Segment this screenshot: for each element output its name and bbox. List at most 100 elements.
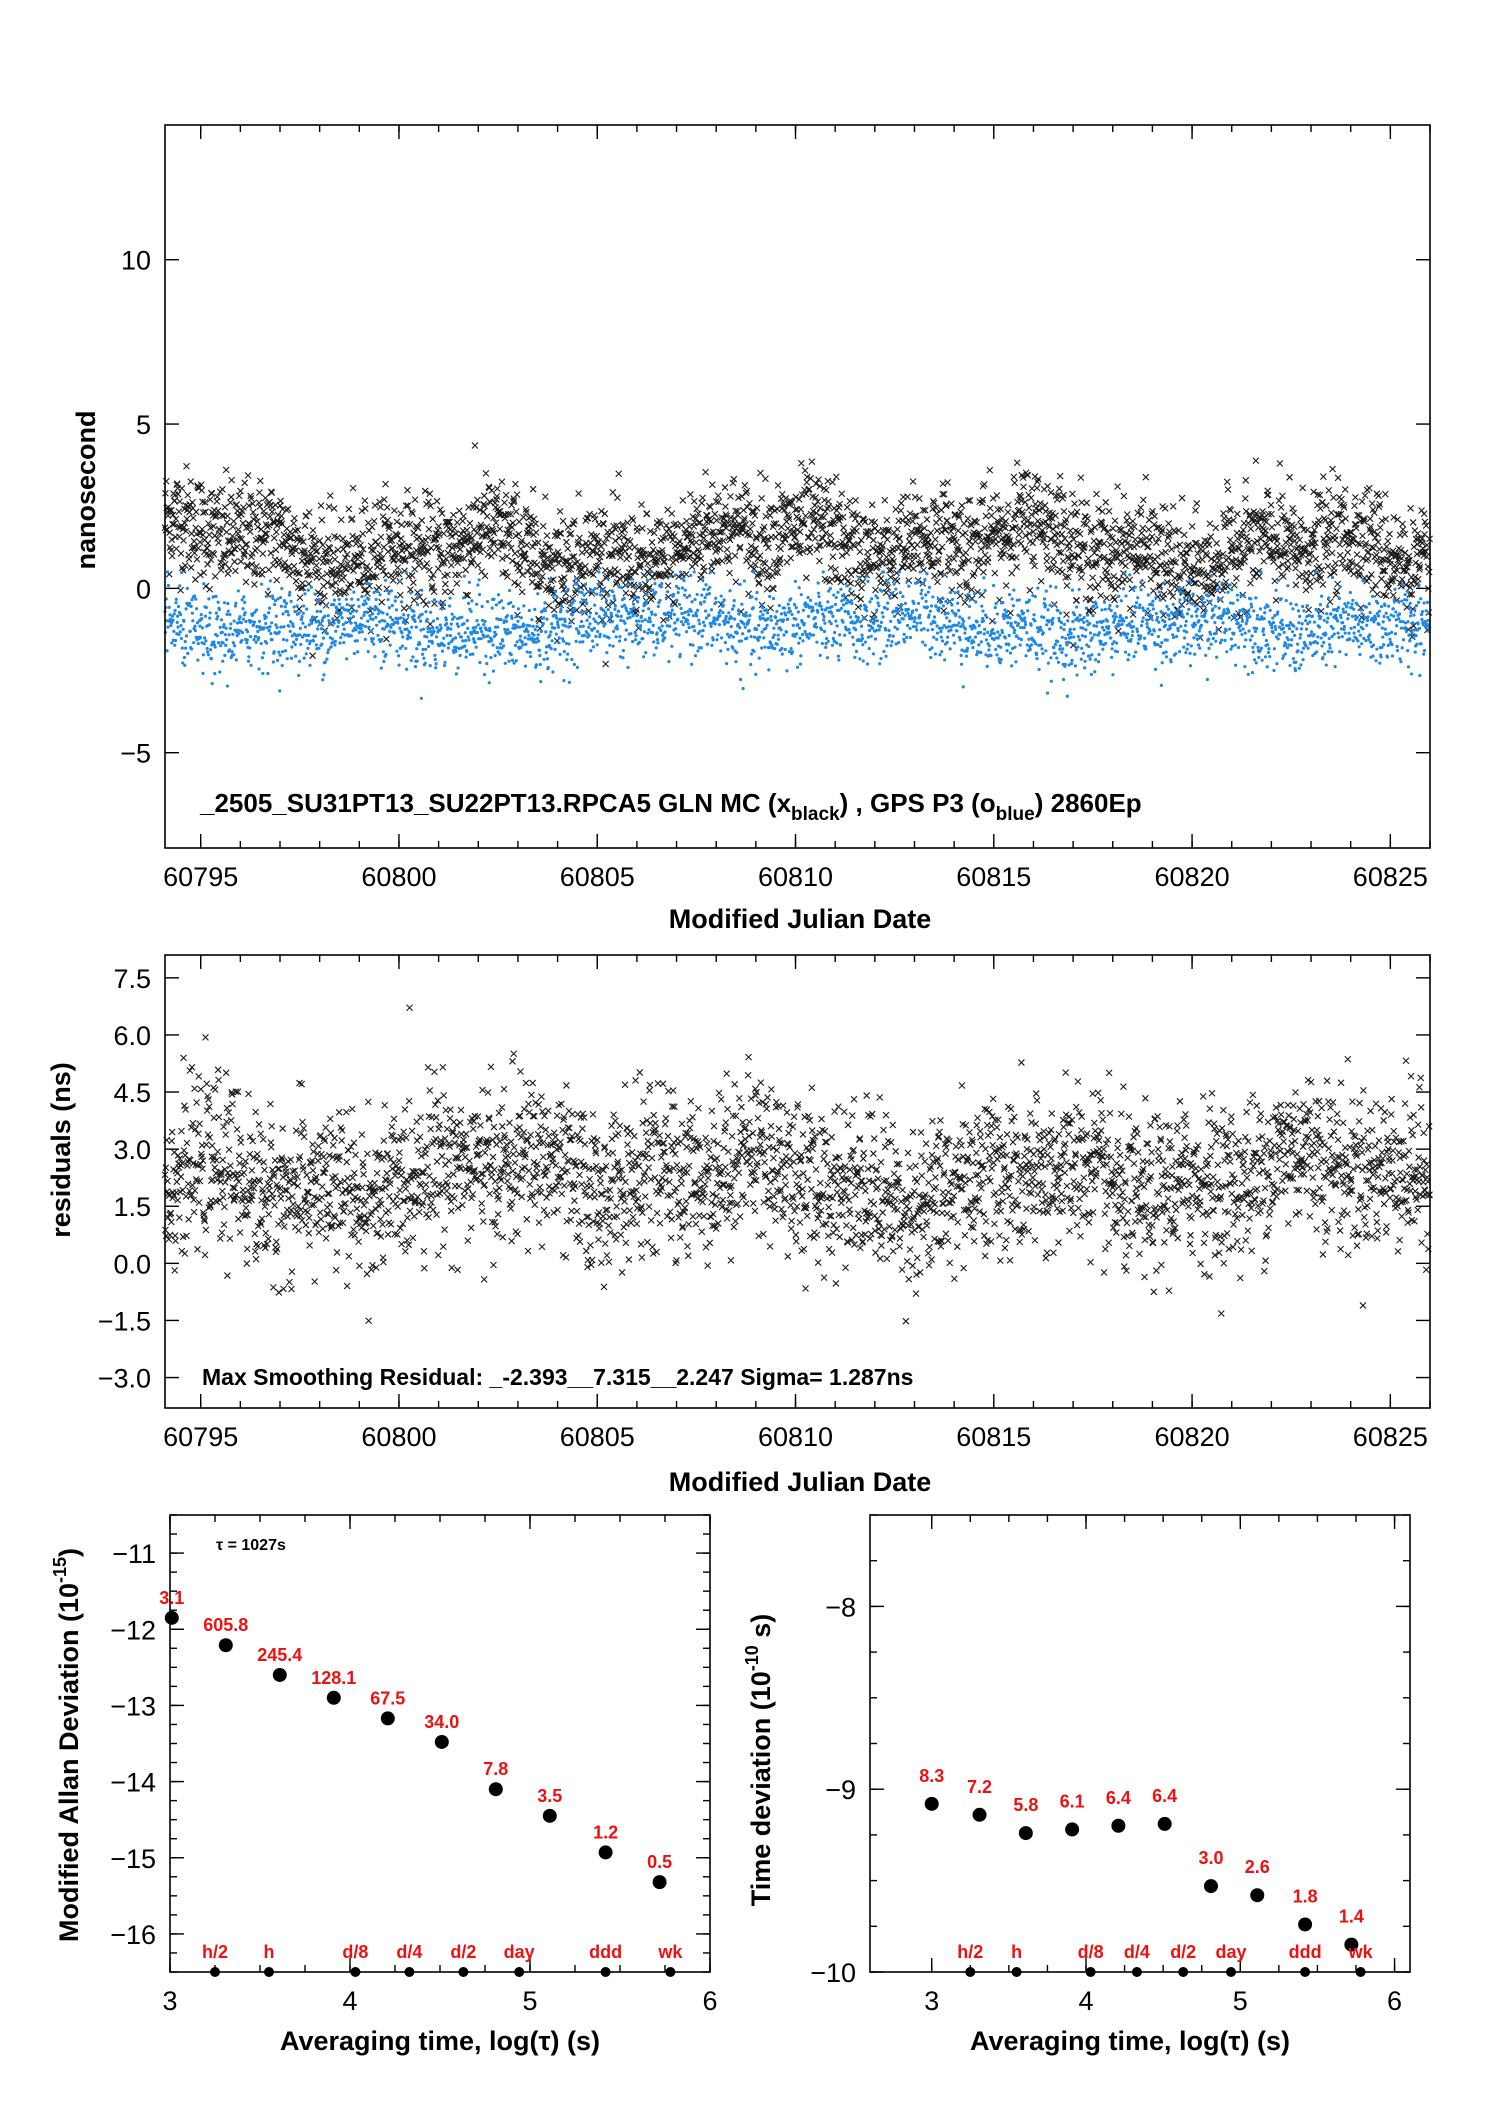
gps-point [368, 606, 372, 610]
gln-point [243, 540, 251, 548]
gps-point [650, 612, 654, 616]
gps-point [591, 645, 596, 649]
gln-point [1344, 548, 1352, 556]
gps-point [932, 615, 937, 619]
gps-point [794, 617, 798, 621]
gps-point [826, 600, 830, 604]
gps-point [860, 633, 864, 637]
gln-point [934, 578, 941, 586]
gln-point [333, 614, 341, 622]
gln-point [399, 540, 406, 548]
gln-point [347, 581, 355, 589]
gps-point [252, 620, 256, 624]
gps-point [797, 641, 801, 645]
gln-point [909, 478, 917, 485]
gps-point [631, 602, 636, 606]
gps-point [438, 623, 442, 627]
gps-point [270, 638, 274, 642]
gps-point [801, 608, 806, 612]
gps-point [941, 604, 945, 608]
gln-point [625, 552, 633, 560]
gps-point [195, 607, 199, 611]
gln-point [378, 598, 386, 606]
gln-point [382, 480, 389, 488]
gps-point [677, 602, 682, 607]
gps-point [391, 618, 395, 622]
gps-point [567, 642, 571, 646]
gps-point [905, 623, 910, 628]
gln-point [1145, 526, 1153, 533]
gln-point [189, 514, 197, 522]
gln-point [555, 551, 563, 559]
gps-point [316, 600, 320, 604]
gps-point [499, 617, 503, 622]
gps-point [189, 647, 194, 651]
gps-point [476, 623, 480, 627]
gps-point [771, 596, 776, 601]
gln-point [905, 537, 913, 545]
gln-point [524, 568, 532, 576]
gln-point [1366, 515, 1374, 523]
gps-point [418, 642, 422, 646]
gps-point [699, 646, 703, 650]
gps-point [648, 620, 652, 624]
gps-point [280, 586, 284, 591]
gps-point [981, 609, 985, 613]
gps-point [409, 591, 413, 595]
gps-point [477, 578, 481, 582]
gps-point [464, 655, 468, 659]
gln-point [348, 515, 356, 523]
gps-point [180, 570, 184, 574]
gln-point [708, 481, 716, 489]
gln-point [215, 539, 222, 547]
gln-point [394, 564, 402, 572]
gps-point [321, 636, 326, 640]
gln-point [348, 604, 356, 611]
gps-point [666, 590, 670, 594]
gln-point [608, 528, 615, 536]
gps-point [903, 613, 907, 617]
gps-point [742, 622, 746, 626]
gln-point [361, 505, 369, 512]
gln-point [253, 518, 261, 525]
gps-point [298, 626, 302, 630]
gln-point [1368, 571, 1375, 578]
gln-point [426, 490, 434, 498]
gps-point [721, 603, 725, 607]
gps-point [998, 633, 1002, 637]
gln-point [1375, 492, 1382, 500]
gln-point [181, 519, 189, 527]
gps-point [183, 663, 187, 667]
gln-point [477, 521, 485, 529]
gps-point [732, 604, 736, 608]
gps-point [415, 647, 419, 651]
gln-point [447, 588, 455, 596]
gps-point [324, 604, 329, 608]
gps-point [870, 626, 875, 630]
gps-point [963, 627, 967, 631]
gln-point [1260, 525, 1267, 533]
gps-point [638, 581, 642, 586]
gps-point [393, 599, 397, 603]
gps-point [814, 602, 818, 606]
gps-point [738, 582, 742, 587]
gln-point [390, 507, 398, 514]
gps-point [177, 632, 181, 637]
gln-point [382, 571, 390, 579]
gps-point [867, 646, 871, 651]
gln-point [246, 520, 254, 528]
gln-point [1073, 596, 1081, 604]
gps-point [402, 617, 406, 622]
gln-point [389, 577, 397, 584]
gps-point [885, 644, 889, 648]
gps-point [802, 621, 806, 625]
gln-point [216, 530, 224, 538]
gln-point [169, 511, 177, 519]
gps-point [780, 646, 784, 651]
gln-point [657, 520, 664, 528]
gps-point [580, 591, 584, 595]
gln-point [695, 519, 703, 527]
gps-point [956, 608, 961, 613]
gps-point [302, 656, 306, 660]
gps-point [572, 662, 577, 667]
